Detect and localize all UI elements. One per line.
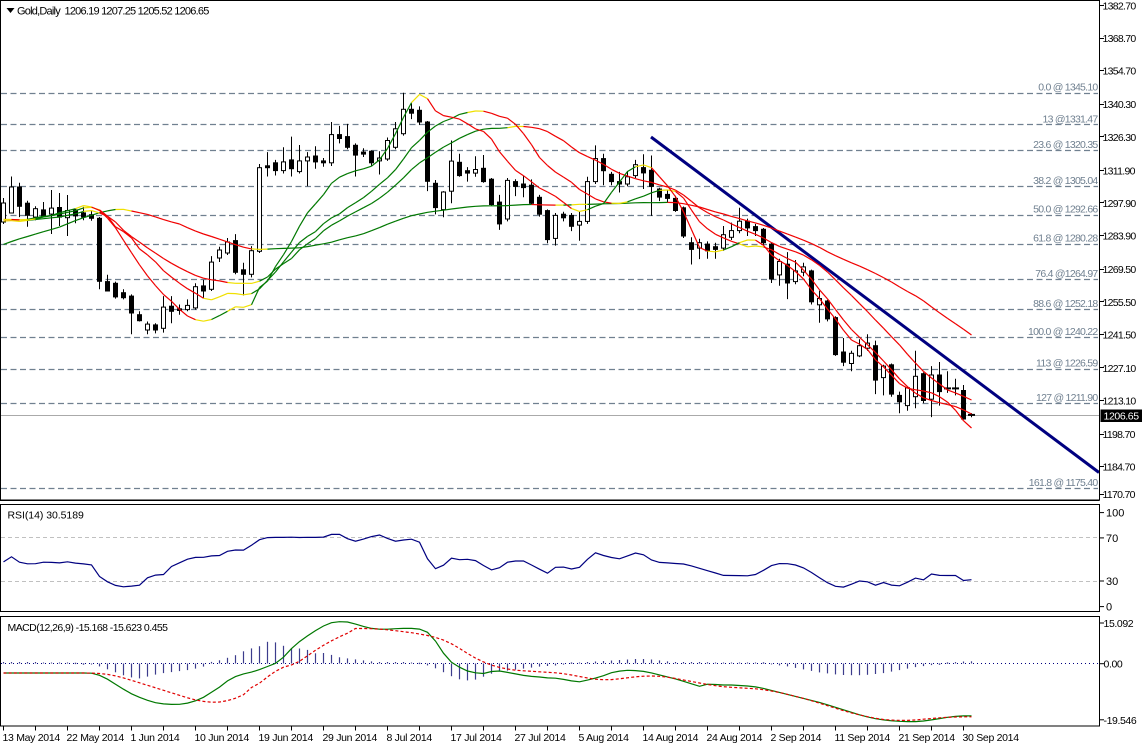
svg-text:29 Jun 2014: 29 Jun 2014 <box>323 732 378 744</box>
svg-text:127 @ 1211.90: 127 @ 1211.90 <box>1036 392 1098 404</box>
svg-text:0: 0 <box>1106 602 1112 614</box>
svg-text:21 Sep 2014: 21 Sep 2014 <box>899 732 956 744</box>
svg-text:1354.70: 1354.70 <box>1103 66 1137 78</box>
svg-text:88.6 @ 1252.18: 88.6 @ 1252.18 <box>1033 298 1098 310</box>
svg-text:Gold,Daily 1206.19 1207.25 12: Gold,Daily 1206.19 1207.25 1205.52 1206.… <box>17 6 209 18</box>
svg-text:30: 30 <box>1106 576 1118 588</box>
svg-text:23.6 @ 1320.35: 23.6 @ 1320.35 <box>1033 139 1098 151</box>
svg-text:76.4 @1264.97: 76.4 @1264.97 <box>1035 268 1098 280</box>
svg-text:0.00: 0.00 <box>1104 659 1123 671</box>
svg-text:30 Sep 2014: 30 Sep 2014 <box>963 732 1020 744</box>
svg-text:1368.70: 1368.70 <box>1103 33 1137 45</box>
svg-text:RSI(14) 30.5189: RSI(14) 30.5189 <box>8 509 85 521</box>
svg-text:1283.90: 1283.90 <box>1103 231 1137 243</box>
svg-text:161.8 @ 1175.40: 161.8 @ 1175.40 <box>1029 477 1099 489</box>
svg-text:22 May 2014: 22 May 2014 <box>67 732 125 744</box>
svg-text:24 Aug 2014: 24 Aug 2014 <box>707 732 763 744</box>
svg-text:1 Jun 2014: 1 Jun 2014 <box>131 732 180 744</box>
svg-text:38.2 @ 1305.04: 38.2 @ 1305.04 <box>1033 175 1098 187</box>
svg-text:61.8 @ 1280.28: 61.8 @ 1280.28 <box>1033 233 1098 245</box>
svg-text:19 Jun 2014: 19 Jun 2014 <box>259 732 314 744</box>
svg-text:15.092: 15.092 <box>1104 618 1134 630</box>
svg-text:2 Sep 2014: 2 Sep 2014 <box>771 732 822 744</box>
svg-text:5 Aug 2014: 5 Aug 2014 <box>579 732 630 744</box>
svg-text:100: 100 <box>1106 508 1124 520</box>
svg-text:50.0 @ 1292.66: 50.0 @ 1292.66 <box>1033 204 1098 216</box>
svg-text:1198.70: 1198.70 <box>1103 429 1136 441</box>
svg-text:1241.50: 1241.50 <box>1103 329 1137 341</box>
svg-text:1206.65: 1206.65 <box>1104 411 1140 423</box>
svg-text:100.0 @ 1240.22: 100.0 @ 1240.22 <box>1028 326 1098 338</box>
svg-text:1227.10: 1227.10 <box>1103 363 1137 375</box>
svg-text:1326.30: 1326.30 <box>1103 132 1137 144</box>
svg-text:10 Jun 2014: 10 Jun 2014 <box>195 732 250 744</box>
svg-text:1297.90: 1297.90 <box>1103 198 1137 210</box>
svg-text:13 @1331.47: 13 @1331.47 <box>1043 113 1099 125</box>
svg-text:1340.30: 1340.30 <box>1103 99 1137 111</box>
svg-text:1213.10: 1213.10 <box>1103 396 1137 408</box>
svg-text:1170.70: 1170.70 <box>1103 489 1136 501</box>
svg-text:0.0 @ 1345.10: 0.0 @ 1345.10 <box>1038 82 1098 94</box>
svg-text:1255.50: 1255.50 <box>1103 297 1137 309</box>
svg-text:13 May 2014: 13 May 2014 <box>3 732 61 744</box>
svg-text:14 Aug 2014: 14 Aug 2014 <box>643 732 699 744</box>
svg-text:1184.70: 1184.70 <box>1103 462 1136 474</box>
svg-text:MACD(12,26,9) -15.168 -15.623: MACD(12,26,9) -15.168 -15.623 0.455 <box>8 622 169 634</box>
svg-text:1311.90: 1311.90 <box>1103 165 1136 177</box>
svg-text:8 Jul 2014: 8 Jul 2014 <box>387 732 433 744</box>
svg-text:-19.546: -19.546 <box>1104 715 1137 727</box>
svg-text:17 Jul 2014: 17 Jul 2014 <box>451 732 502 744</box>
svg-text:113 @ 1226.59: 113 @ 1226.59 <box>1036 358 1098 370</box>
svg-text:27 Jul 2014: 27 Jul 2014 <box>515 732 566 744</box>
svg-text:1382.70: 1382.70 <box>1103 0 1137 12</box>
svg-text:11 Sep 2014: 11 Sep 2014 <box>835 732 891 744</box>
svg-text:1269.50: 1269.50 <box>1103 264 1137 276</box>
svg-text:70: 70 <box>1106 533 1118 545</box>
